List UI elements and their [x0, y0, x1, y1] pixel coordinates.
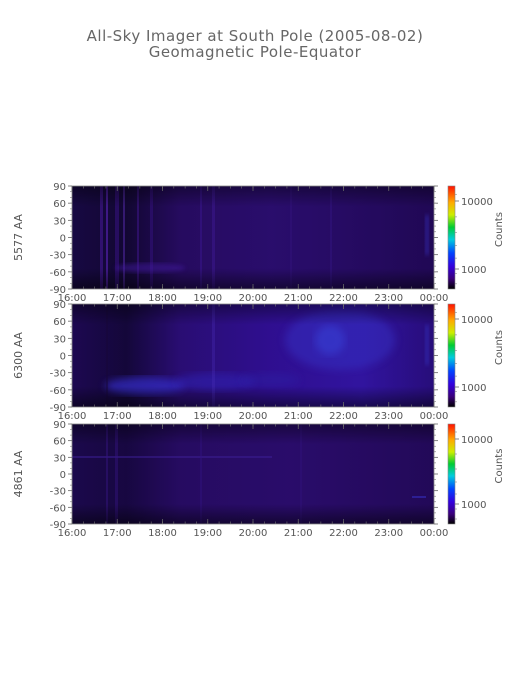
y-tick-label: 90: [53, 300, 66, 311]
x-tick-label: 18:00: [148, 528, 177, 539]
colorbar-5577: [447, 185, 456, 290]
x-tick-label: 17:00: [103, 293, 132, 304]
y-tick-label: -60: [50, 503, 66, 514]
colorbar-4861: [447, 423, 456, 525]
x-tick-label: 16:00: [58, 293, 87, 304]
colorbar-label: Counts: [494, 330, 505, 365]
y-tick-label: 90: [53, 420, 66, 431]
colorbar-tick-label: 1000: [461, 383, 486, 394]
panel-6300: [71, 303, 456, 408]
x-tick-label: 18:00: [148, 411, 177, 422]
y-tick-label: -90: [50, 285, 66, 296]
y-tick-label: 0: [60, 234, 66, 245]
x-tick-label: 21:00: [284, 293, 313, 304]
chart-title: All-Sky Imager at South Pole (2005-08-02…: [86, 27, 424, 45]
y-tick-label: -30: [50, 487, 66, 498]
x-tick-label: 22:00: [329, 293, 358, 304]
y-tick-label: 0: [60, 352, 66, 363]
x-tick-label: 16:00: [58, 528, 87, 539]
y-tick-label: -60: [50, 386, 66, 397]
x-tick-label: 17:00: [103, 528, 132, 539]
x-tick-label: 19:00: [193, 293, 222, 304]
colorbar-tick-label: 10000: [461, 197, 493, 208]
y-tick-label: 0: [60, 470, 66, 481]
x-tick-label: 20:00: [239, 411, 268, 422]
y-tick-label: 30: [53, 334, 66, 345]
x-tick-label: 19:00: [193, 528, 222, 539]
x-tick-label: 00:00: [420, 528, 449, 539]
y-tick-label: -90: [50, 520, 66, 531]
y-tick-label: -90: [50, 403, 66, 414]
colorbar-tick-label: 10000: [461, 435, 493, 446]
chart-subtitle: Geomagnetic Pole-Equator: [148, 43, 362, 61]
x-tick-label: 23:00: [374, 528, 403, 539]
colorbar-tick-label: 1000: [461, 265, 486, 276]
y-axis-label: 6300 AA: [12, 332, 25, 379]
x-tick-label: 00:00: [420, 411, 449, 422]
x-tick-label: 20:00: [239, 293, 268, 304]
y-tick-label: 60: [53, 317, 66, 328]
panel-4861: [71, 423, 456, 525]
y-tick-label: -30: [50, 369, 66, 380]
colorbar-tick-label: 1000: [461, 500, 486, 511]
x-tick-label: 18:00: [148, 293, 177, 304]
y-axis-label: 4861 AA: [12, 450, 25, 497]
x-tick-label: 23:00: [374, 411, 403, 422]
colorbar-6300: [447, 303, 456, 408]
colorbar-tick-label: 10000: [461, 315, 493, 326]
x-tick-label: 00:00: [420, 293, 449, 304]
x-tick-label: 21:00: [284, 528, 313, 539]
x-tick-label: 16:00: [58, 411, 87, 422]
x-tick-label: 20:00: [239, 528, 268, 539]
y-axis-label: 5577 AA: [12, 214, 25, 261]
panel-5577: [71, 185, 456, 290]
x-tick-label: 22:00: [329, 411, 358, 422]
y-tick-label: 60: [53, 437, 66, 448]
y-tick-label: 30: [53, 216, 66, 227]
colorbar-label: Counts: [494, 449, 505, 484]
y-tick-label: 90: [53, 182, 66, 193]
y-tick-label: 60: [53, 199, 66, 210]
colorbar-label: Counts: [494, 212, 505, 247]
x-tick-label: 17:00: [103, 411, 132, 422]
x-tick-label: 19:00: [193, 411, 222, 422]
x-tick-label: 23:00: [374, 293, 403, 304]
y-tick-label: -30: [50, 251, 66, 262]
y-tick-label: 30: [53, 453, 66, 464]
y-tick-label: -60: [50, 268, 66, 279]
x-tick-label: 21:00: [284, 411, 313, 422]
x-tick-label: 22:00: [329, 528, 358, 539]
